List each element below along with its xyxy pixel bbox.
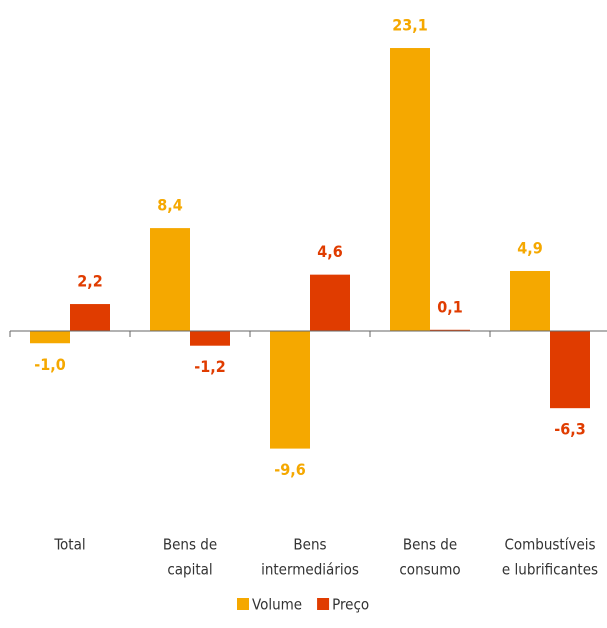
bar [430,329,470,331]
x-tick-label: Total [53,536,85,554]
x-tick-label: Bens [293,536,326,554]
value-label: -1,0 [34,355,65,374]
value-label: 4,6 [317,242,343,261]
value-label: -1,2 [194,357,225,376]
legend-label: Preço [332,596,369,614]
bar [310,274,350,331]
bar [270,331,310,449]
x-tick-label: Bens de [403,536,457,554]
x-tick-label: Bens de [163,536,217,554]
legend-swatch [237,598,249,610]
bar [510,270,550,331]
bar [190,331,230,346]
bar [30,331,70,344]
legend-swatch [317,598,330,610]
x-tick-label: consumo [399,561,460,579]
bar [150,228,190,331]
value-label: -9,6 [274,460,305,479]
value-label: -6,3 [554,420,585,439]
x-tick-label: Combustíveis [504,536,595,554]
bar [550,331,590,409]
value-label: 23,1 [392,16,428,35]
value-label: 0,1 [437,297,463,316]
value-label: 8,4 [157,196,183,215]
legend-label: Volume [252,596,302,614]
bar [70,304,110,331]
value-label: 2,2 [77,272,103,291]
bar [390,48,430,332]
x-tick-label: intermediários [261,561,359,579]
x-tick-label: capital [167,561,212,579]
value-label: 4,9 [517,238,543,257]
x-tick-label: e lubrificantes [502,561,598,579]
